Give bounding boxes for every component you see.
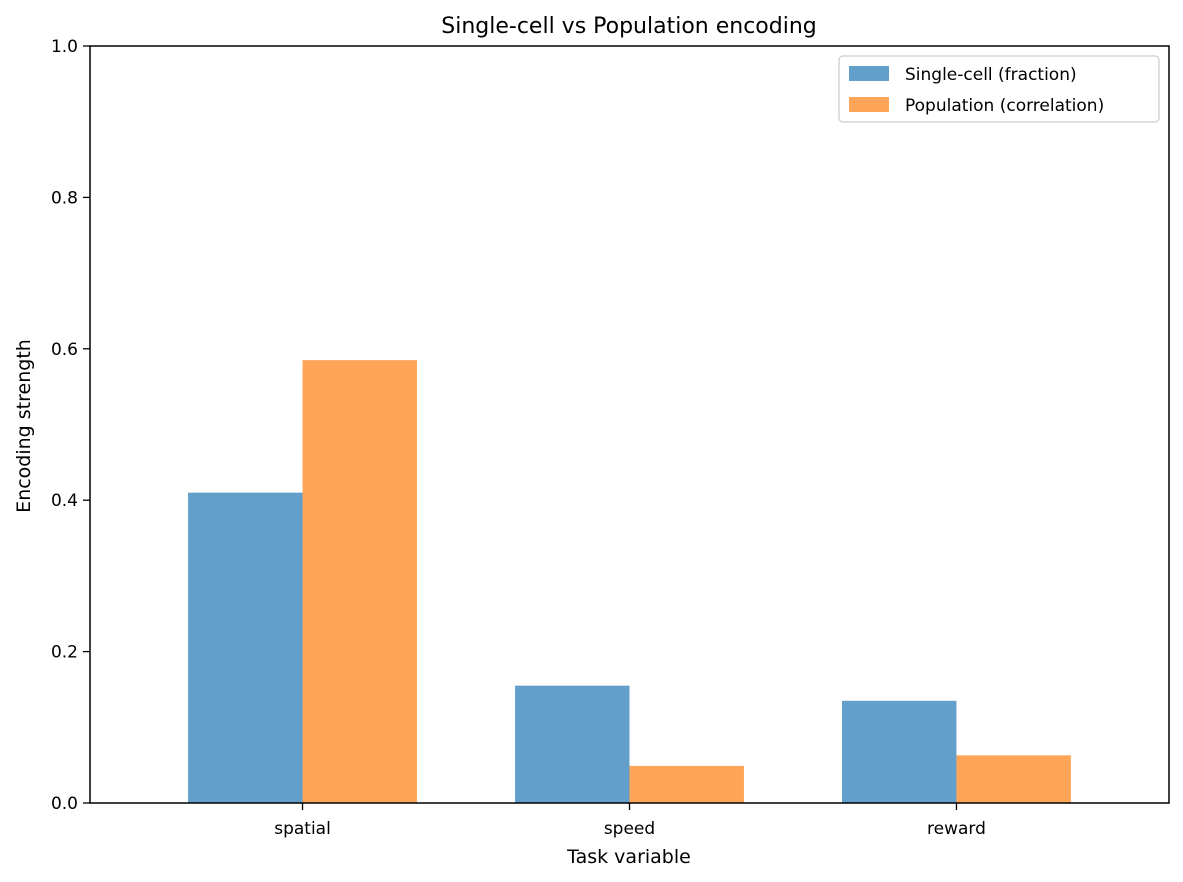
x-axis-label: Task variable bbox=[566, 846, 691, 868]
legend-swatch-series-1 bbox=[849, 66, 889, 81]
bar-reward-series-2 bbox=[956, 755, 1071, 803]
x-tick-label: spatial bbox=[274, 819, 331, 839]
chart-title: Single-cell vs Population encoding bbox=[441, 14, 817, 39]
y-tick-label: 0.2 bbox=[51, 643, 78, 663]
x-tick-label: speed bbox=[604, 819, 655, 839]
bars-layer bbox=[188, 360, 1071, 803]
y-tick-label: 0.4 bbox=[51, 491, 78, 511]
x-tick-label: reward bbox=[927, 819, 986, 839]
bar-speed-series-1 bbox=[515, 685, 630, 803]
legend-label-series-1: Single-cell (fraction) bbox=[905, 65, 1077, 85]
legend-label-series-2: Population (correlation) bbox=[905, 96, 1104, 116]
y-axis: 0.0 0.2 0.4 0.6 0.8 1.0 bbox=[51, 37, 90, 814]
bar-spatial-series-1 bbox=[188, 492, 303, 803]
legend-swatch-series-2 bbox=[849, 97, 889, 112]
bar-spatial-series-2 bbox=[302, 360, 417, 803]
bar-speed-series-2 bbox=[629, 765, 744, 803]
legend-box bbox=[838, 55, 1160, 123]
y-tick-label: 0.8 bbox=[51, 188, 78, 208]
bar-reward-series-1 bbox=[842, 700, 957, 803]
y-tick-label: 1.0 bbox=[51, 37, 78, 57]
y-tick-label: 0.0 bbox=[51, 794, 78, 814]
x-axis: spatial speed reward bbox=[274, 803, 986, 839]
y-axis-label: Encoding strength bbox=[13, 339, 35, 513]
legend: Single-cell (fraction) Population (correl… bbox=[838, 55, 1160, 123]
y-tick-label: 0.6 bbox=[51, 340, 78, 360]
